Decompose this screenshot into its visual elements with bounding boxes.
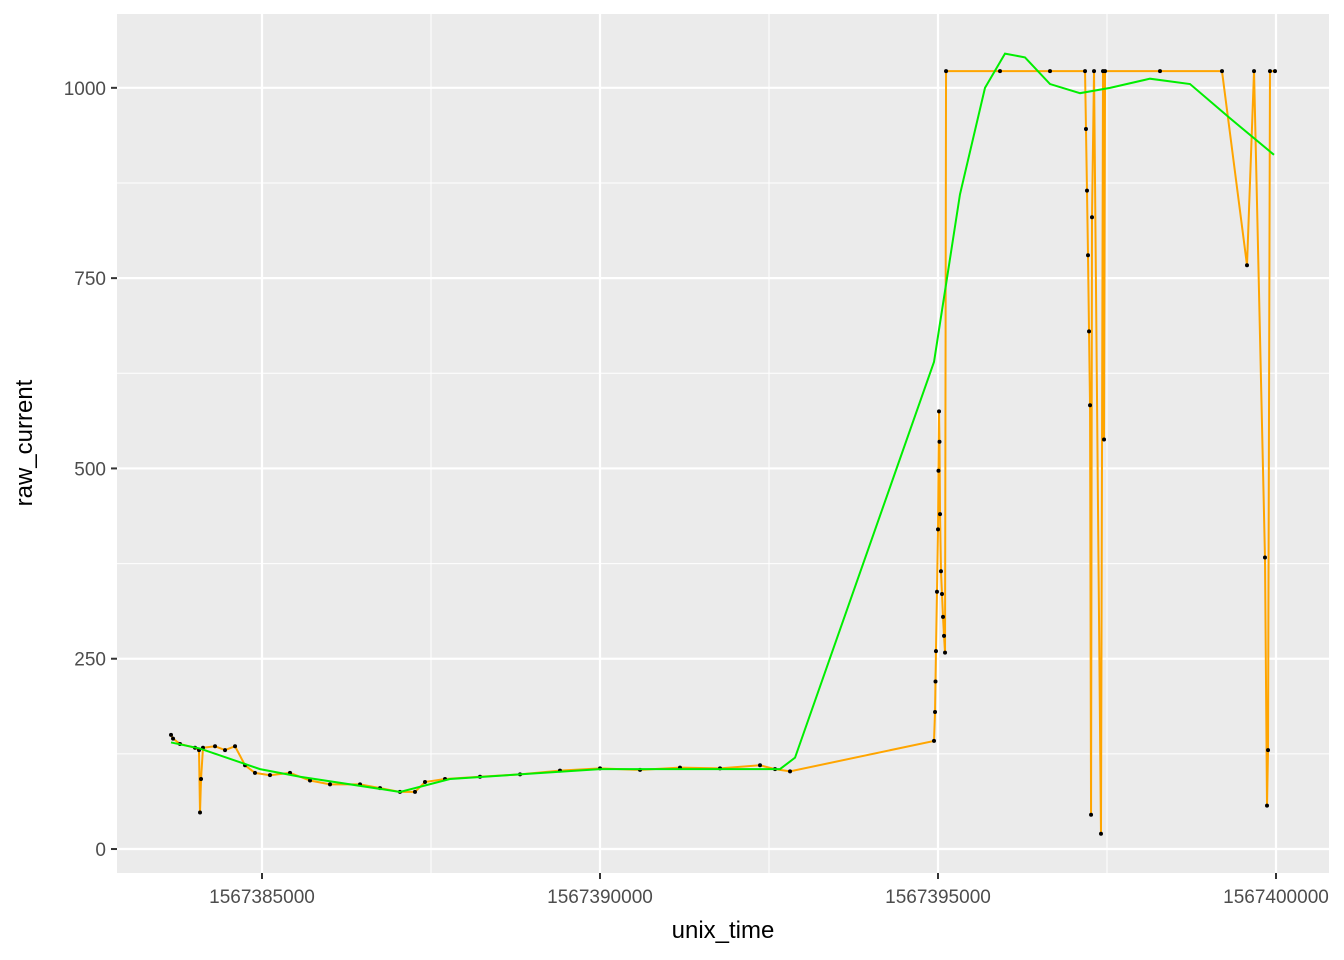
data-point: [1089, 812, 1094, 817]
y-tick-label: 0: [95, 840, 106, 861]
data-point: [1098, 831, 1103, 836]
data-point: [936, 527, 941, 532]
plot-background: [117, 14, 1329, 873]
data-point: [758, 763, 763, 768]
data-point: [933, 679, 938, 684]
x-axis-title: unix_time: [672, 917, 775, 944]
data-point: [932, 738, 937, 743]
data-point: [1267, 69, 1272, 74]
data-point: [1103, 69, 1108, 74]
y-tick-label: 1000: [64, 79, 106, 100]
y-tick-label: 250: [74, 650, 106, 671]
data-point: [943, 650, 948, 655]
data-point: [942, 633, 947, 638]
data-point: [936, 468, 941, 473]
data-point: [997, 69, 1002, 74]
data-point: [933, 649, 938, 654]
data-point: [412, 789, 417, 794]
data-point: [1245, 263, 1250, 268]
data-point: [1083, 69, 1088, 74]
data-point: [233, 744, 238, 749]
data-point: [1265, 803, 1270, 808]
data-point: [1102, 437, 1107, 442]
data-point: [1089, 215, 1094, 220]
data-point: [941, 614, 946, 619]
data-point: [939, 592, 944, 597]
data-point: [171, 736, 176, 741]
data-point: [1086, 253, 1091, 258]
data-point: [198, 810, 203, 815]
x-tick-label: 1567400000: [1223, 887, 1329, 908]
data-point: [267, 773, 272, 778]
y-tick-label: 750: [74, 269, 106, 290]
x-tick-label: 1567390000: [547, 887, 653, 908]
data-point: [1048, 69, 1053, 74]
data-point: [1084, 188, 1089, 193]
data-point: [933, 710, 938, 715]
data-point: [937, 409, 942, 414]
data-point: [199, 776, 204, 781]
data-point: [252, 770, 257, 775]
x-tick-label: 1567395000: [885, 887, 991, 908]
data-point: [328, 782, 333, 787]
data-point: [938, 512, 943, 517]
data-point: [1266, 748, 1271, 753]
data-point: [788, 769, 793, 774]
data-point: [422, 780, 427, 785]
data-point: [938, 569, 943, 574]
data-point: [937, 439, 942, 444]
data-point: [169, 732, 174, 737]
data-point: [1087, 329, 1092, 334]
data-point: [1088, 403, 1093, 408]
data-point: [1219, 69, 1224, 74]
data-point: [1262, 555, 1267, 560]
data-point: [1272, 69, 1277, 74]
y-tick-label: 500: [74, 459, 106, 480]
data-point: [1092, 69, 1097, 74]
series-line: [170, 52, 1275, 793]
data-point: [307, 778, 312, 783]
data-point: [1252, 69, 1257, 74]
data-point: [1158, 69, 1162, 74]
y-axis-title: raw_current: [11, 379, 38, 506]
data-point: [1083, 126, 1088, 131]
x-tick-label: 1567385000: [209, 887, 315, 908]
data-point: [223, 748, 228, 753]
data-point: [213, 744, 218, 749]
data-point: [934, 589, 939, 594]
data-point: [944, 69, 949, 74]
